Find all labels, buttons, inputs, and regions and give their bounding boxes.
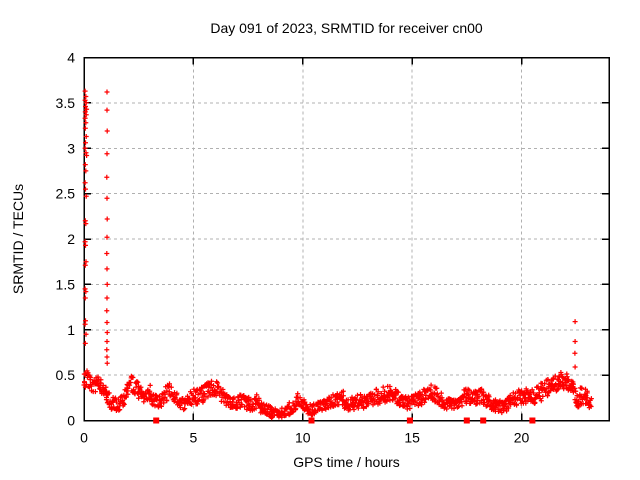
- zero-square-marker: [308, 417, 315, 424]
- zero-square-marker: [480, 417, 487, 424]
- plot-border: [83, 56, 610, 422]
- x-tick-label: 5: [189, 430, 197, 446]
- zero-square-marker: [529, 417, 536, 424]
- y-tick-label: 0.5: [56, 367, 76, 383]
- y-tick-label: 3: [67, 140, 75, 156]
- y-tick-label: 0: [67, 413, 75, 429]
- chart-title: Day 091 of 2023, SRMTID for receiver cn0…: [210, 20, 483, 36]
- y-tick-label: 4: [67, 50, 75, 66]
- data-points: [81, 88, 594, 421]
- y-tick-label: 2: [67, 231, 75, 247]
- y-tick-label: 1.5: [56, 276, 76, 292]
- x-tick-label: 10: [295, 430, 311, 446]
- zero-square-marker: [463, 417, 470, 424]
- y-tick-label: 3.5: [56, 95, 76, 111]
- zero-square-marker: [153, 417, 160, 424]
- x-tick-label: 15: [404, 430, 420, 446]
- zero-markers: [153, 417, 536, 424]
- y-tick-label: 2.5: [56, 186, 76, 202]
- y-tick-label: 1: [67, 322, 75, 338]
- x-axis-label: GPS time / hours: [293, 454, 400, 470]
- gridlines: [84, 57, 609, 421]
- x-tick-label: 0: [80, 430, 88, 446]
- x-tick-label: 20: [514, 430, 530, 446]
- zero-square-marker: [406, 417, 413, 424]
- y-axis-label: SRMTID / TECUs: [10, 183, 26, 295]
